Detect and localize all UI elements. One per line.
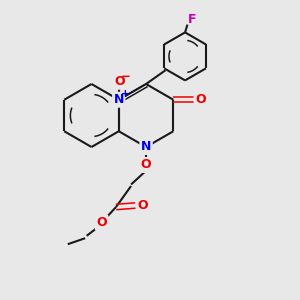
Text: F: F (188, 13, 196, 26)
Text: O: O (114, 75, 125, 88)
Text: O: O (137, 199, 148, 212)
Text: O: O (96, 216, 107, 229)
Text: O: O (195, 93, 206, 106)
Text: −: − (121, 70, 130, 83)
Text: N: N (141, 140, 151, 154)
Text: N: N (114, 93, 124, 106)
Text: O: O (141, 158, 152, 172)
Text: +: + (120, 89, 129, 99)
